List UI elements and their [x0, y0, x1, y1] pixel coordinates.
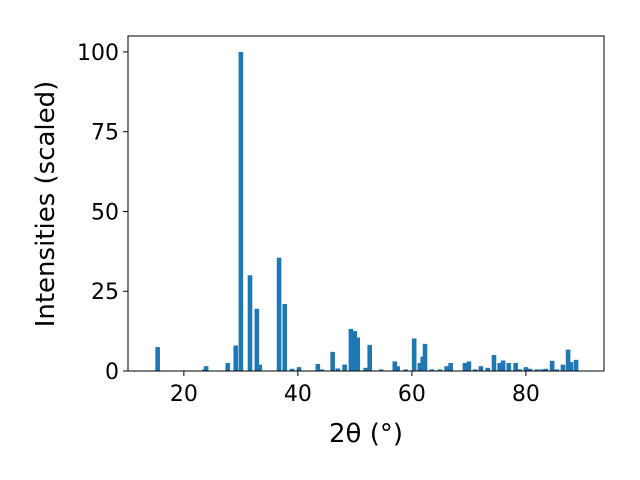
- bar: [517, 369, 522, 371]
- y-tick-label: 50: [91, 200, 119, 225]
- bar: [513, 363, 518, 371]
- bar: [296, 367, 302, 371]
- bar: [472, 369, 478, 371]
- y-tick-label: 100: [77, 41, 119, 66]
- bar: [225, 363, 231, 371]
- bar: [437, 369, 443, 371]
- x-axis-label: 2θ (°): [329, 419, 403, 449]
- bar: [497, 363, 502, 371]
- bar: [485, 367, 491, 371]
- bar: [315, 363, 321, 371]
- bar: [466, 361, 472, 371]
- bar: [335, 368, 341, 371]
- bar: [478, 366, 484, 371]
- bar: [282, 304, 288, 371]
- bar: [247, 275, 253, 371]
- bar: [568, 362, 574, 371]
- bar: [549, 360, 555, 371]
- x-tick-label: 80: [512, 382, 540, 407]
- x-tick-label: 40: [284, 382, 312, 407]
- bar: [444, 366, 449, 371]
- bar: [422, 343, 428, 371]
- bar: [500, 360, 506, 371]
- x-tick-label: 20: [170, 382, 198, 407]
- bar: [238, 51, 244, 371]
- bar: [565, 349, 571, 371]
- bar: [289, 368, 295, 371]
- bar: [527, 368, 533, 371]
- bar: [417, 363, 423, 371]
- bar: [543, 368, 549, 371]
- bar: [348, 328, 354, 371]
- bar: [560, 364, 566, 371]
- bar: [254, 308, 260, 371]
- bar: [462, 363, 468, 371]
- bar: [352, 331, 358, 371]
- bar: [355, 337, 361, 371]
- bar: [233, 345, 239, 371]
- bar: [257, 364, 262, 371]
- bar: [367, 344, 373, 371]
- bar: [411, 338, 417, 371]
- bar: [330, 351, 335, 371]
- bar: [534, 369, 540, 371]
- bar: [506, 363, 512, 371]
- bar: [319, 369, 325, 371]
- y-tick-label: 0: [105, 360, 119, 385]
- plot-frame: [127, 35, 605, 372]
- bar: [276, 257, 282, 371]
- bar: [448, 363, 453, 371]
- bar: [395, 366, 400, 371]
- bar: [363, 367, 369, 371]
- y-tick-label: 75: [91, 121, 119, 146]
- bar: [392, 361, 398, 371]
- bar: [523, 367, 529, 371]
- bar: [403, 369, 408, 371]
- bar: [378, 369, 384, 371]
- x-tick-label: 60: [398, 382, 426, 407]
- bar: [554, 369, 559, 371]
- bar: [573, 359, 579, 371]
- bar: [155, 347, 160, 371]
- y-tick-label: 25: [91, 280, 119, 305]
- y-axis-label: Intensities (scaled): [31, 81, 61, 328]
- bar: [342, 364, 347, 371]
- bar: [491, 355, 497, 371]
- bar: [429, 369, 435, 371]
- bar: [539, 369, 545, 371]
- bar: [203, 366, 209, 371]
